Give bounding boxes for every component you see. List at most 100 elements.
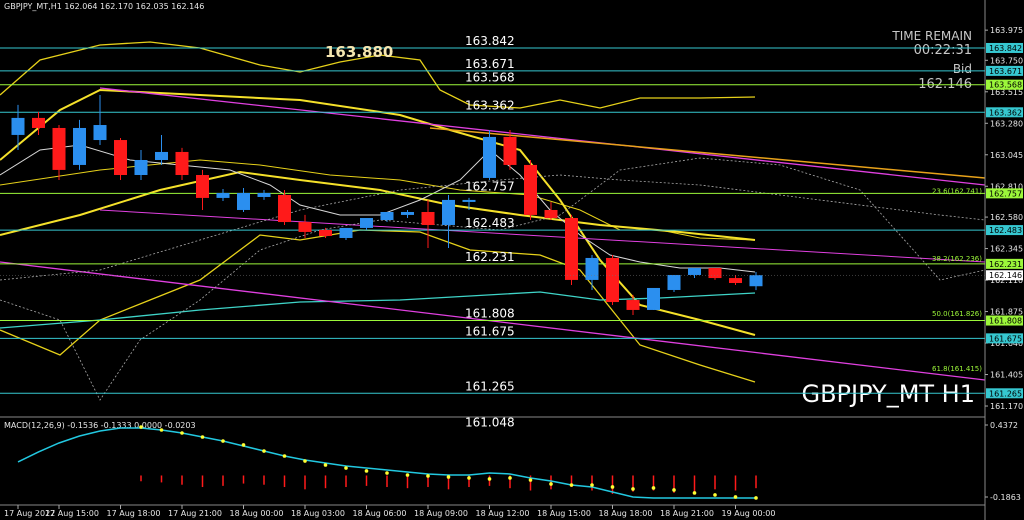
- macd-signal-dot: [692, 491, 697, 495]
- macd-histogram-bar: [386, 475, 388, 488]
- level-label: 162.757: [465, 179, 515, 193]
- level-axis-box: [986, 79, 1023, 90]
- macd-signal-dot: [467, 476, 471, 480]
- macd-histogram-bar: [365, 475, 368, 486]
- level-axis-label: 163.842: [989, 44, 1022, 53]
- candle-body: [688, 268, 701, 275]
- level-label: 162.483: [465, 216, 515, 230]
- y-tick-label: 163.975: [990, 26, 1023, 35]
- level-axis-label: 163.671: [989, 67, 1022, 76]
- macd-signal-dot: [262, 449, 266, 453]
- x-tick-label: 18 Aug 15:00: [537, 509, 591, 518]
- x-tick-label: 18 Aug 12:00: [476, 509, 530, 518]
- candle-body: [155, 151, 168, 160]
- level-axis-label: 162.757: [989, 189, 1022, 198]
- macd-histogram-bar: [263, 475, 265, 485]
- macd-signal-dot: [385, 471, 389, 475]
- level-axis-box: [986, 333, 1023, 344]
- level-label: 163.842: [465, 34, 515, 48]
- macd-signal-dot: [344, 466, 348, 470]
- candle-body: [175, 151, 189, 176]
- level-label: 163.671: [465, 57, 515, 71]
- candle-body: [11, 117, 25, 135]
- macd-histogram-bar: [201, 475, 204, 488]
- y-tick-label: 161.640: [990, 339, 1023, 348]
- macd-signal-dot: [733, 495, 738, 499]
- macd-histogram-bar: [714, 475, 716, 490]
- macd-histogram-bar: [673, 475, 675, 493]
- macd-signal-dot: [364, 469, 369, 473]
- macd-signal-dot: [323, 463, 328, 467]
- macd-signal-dot: [590, 483, 594, 487]
- y-tick-label: 162.810: [990, 182, 1023, 191]
- y-tick-label: 161.405: [990, 371, 1023, 380]
- macd-signal-dot: [446, 475, 451, 479]
- macd-signal-dot: [159, 428, 164, 432]
- macd-histogram-bar: [591, 475, 593, 491]
- macd-histogram-bar: [222, 475, 224, 486]
- macd-histogram-bar: [734, 475, 737, 491]
- candle-body: [667, 274, 681, 290]
- x-tick-label: 17 Aug 2022: [4, 509, 55, 518]
- y-tick-label: 161.875: [990, 308, 1023, 317]
- macd-histogram-bar: [160, 475, 163, 483]
- y-tick-label: 161.170: [990, 402, 1023, 411]
- candle-body: [380, 211, 394, 221]
- macd-histogram-bar: [652, 475, 655, 491]
- macd-signal-dot: [180, 431, 184, 435]
- candle-body: [565, 218, 578, 280]
- x-tick-label: 18 Aug 09:00: [414, 509, 468, 518]
- fibonacci-label: 50.0(161.826): [932, 310, 982, 318]
- macd-histogram-bar: [632, 475, 634, 492]
- macd-histogram-bar: [447, 475, 450, 490]
- trend-line: [99, 209, 986, 263]
- candle-body: [729, 278, 742, 284]
- macd-title: MACD(12,26,9) -0.1536 -0.1333 0.0000 -0.…: [4, 421, 196, 430]
- macd-y-tick-label: 0.4372: [990, 421, 1018, 430]
- bid-axis-label: 162.146: [989, 271, 1022, 280]
- candle-body: [360, 218, 373, 228]
- macd-signal-dot: [651, 486, 656, 490]
- macd-signal-dot: [303, 459, 307, 463]
- candle-body: [606, 257, 619, 303]
- y-tick-label: 163.280: [990, 119, 1023, 128]
- level-axis-box: [986, 42, 1023, 53]
- macd-signal-dot: [221, 439, 225, 443]
- candle-body: [421, 211, 435, 225]
- indicator-overlays: [0, 41, 986, 401]
- macd-histogram-bar: [181, 475, 183, 485]
- chart-title: GBPJPY_MT,H1 162.064 162.170 162.035 162…: [4, 2, 204, 11]
- level-axis-label: 162.483: [989, 226, 1022, 235]
- moving-average-long: [0, 291, 756, 329]
- y-tick-label: 163.750: [990, 56, 1023, 65]
- level-axis-label: 161.808: [989, 317, 1022, 326]
- level-axis-label: 161.675: [989, 334, 1022, 343]
- x-tick-label: 18 Aug 21:00: [660, 509, 714, 518]
- x-tick-label: 17 Aug 18:00: [107, 509, 161, 518]
- macd-histogram-bar: [283, 475, 286, 488]
- candle-body: [32, 117, 45, 128]
- y-tick-label: 163.045: [990, 151, 1023, 160]
- ichimoku-cloud: [0, 157, 986, 401]
- x-tick-label: 17 Aug 21:00: [168, 509, 222, 518]
- macd-histogram-bar: [693, 475, 696, 492]
- time-remain-label: TIME REMAIN: [891, 29, 972, 43]
- fibonacci-label: 23.6(162.741): [932, 188, 982, 196]
- level-label: 161.265: [465, 379, 515, 393]
- level-axis-box: [986, 225, 1023, 236]
- macd-histogram-bar: [406, 475, 409, 489]
- bollinger-upper: [0, 41, 756, 109]
- bid-axis-box: [986, 270, 1023, 281]
- level-axis-label: 163.568: [989, 81, 1022, 90]
- candle-body: [257, 192, 271, 197]
- candle-body: [626, 300, 640, 310]
- fibonacci-label: 38.2(162.236): [932, 255, 982, 263]
- x-tick-label: 18 Aug 06:00: [353, 509, 407, 518]
- watermark: GBPJPY_MT H1: [801, 380, 975, 408]
- time-remain-value: 00:22:31: [914, 43, 972, 58]
- macd-signal-dot: [569, 483, 574, 487]
- level-axis-box: [986, 258, 1023, 269]
